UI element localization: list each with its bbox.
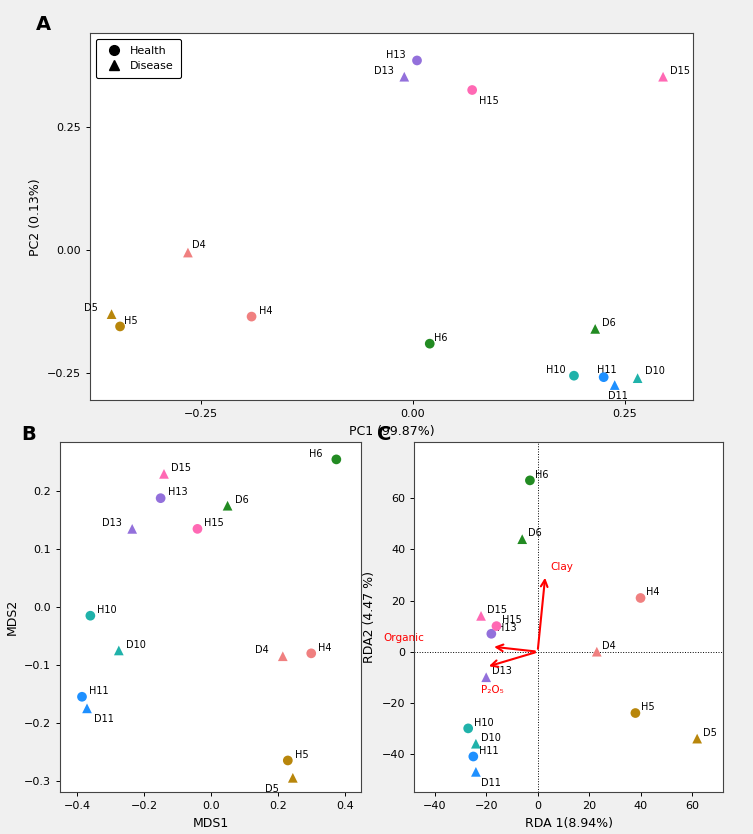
Point xyxy=(635,591,647,605)
Text: P₂O₅: P₂O₅ xyxy=(481,685,504,695)
Point xyxy=(568,369,580,382)
Point xyxy=(466,83,478,97)
Point xyxy=(411,53,423,67)
Text: D6: D6 xyxy=(234,495,248,505)
Text: H6: H6 xyxy=(434,333,447,343)
Point xyxy=(398,70,410,83)
Point xyxy=(277,650,289,663)
Text: D5: D5 xyxy=(703,728,717,738)
Point xyxy=(282,754,294,767)
Text: H5: H5 xyxy=(641,702,654,712)
Text: H15: H15 xyxy=(204,518,224,528)
Point xyxy=(114,319,126,333)
Text: H11: H11 xyxy=(89,686,108,696)
Point xyxy=(182,246,194,259)
Point xyxy=(632,371,644,384)
Point xyxy=(305,646,317,660)
X-axis label: MDS1: MDS1 xyxy=(193,816,229,830)
Text: D6: D6 xyxy=(528,529,541,539)
Point xyxy=(105,308,117,321)
Point xyxy=(76,690,88,703)
Point xyxy=(589,322,601,335)
Text: H6: H6 xyxy=(309,449,322,459)
Text: D13: D13 xyxy=(102,518,121,528)
Text: D15: D15 xyxy=(486,605,507,615)
Y-axis label: RDA2 (4.47 %): RDA2 (4.47 %) xyxy=(363,571,376,663)
Text: D11: D11 xyxy=(94,714,114,724)
Point xyxy=(81,701,93,715)
Point xyxy=(84,609,96,622)
Point xyxy=(221,499,233,512)
Text: D10: D10 xyxy=(481,733,501,743)
Point xyxy=(485,627,497,641)
Legend: Health, Disease: Health, Disease xyxy=(96,39,181,78)
Text: D6: D6 xyxy=(602,318,616,328)
Text: H6: H6 xyxy=(535,470,549,480)
Text: D15: D15 xyxy=(670,66,690,76)
Text: D13: D13 xyxy=(492,666,511,676)
Text: D4: D4 xyxy=(255,646,269,656)
Text: Clay: Clay xyxy=(550,562,573,572)
Point xyxy=(462,721,474,735)
X-axis label: RDA 1(8.94%): RDA 1(8.94%) xyxy=(525,816,612,830)
Text: H4: H4 xyxy=(258,306,272,316)
Point xyxy=(591,645,603,658)
Point xyxy=(424,337,436,350)
Point xyxy=(158,467,170,480)
Text: C: C xyxy=(377,425,392,444)
Text: A: A xyxy=(36,15,51,34)
Point xyxy=(245,310,258,324)
Text: H10: H10 xyxy=(474,717,493,727)
Text: D5: D5 xyxy=(265,784,279,794)
Text: Organic: Organic xyxy=(383,634,424,644)
Text: D4: D4 xyxy=(602,641,616,651)
Point xyxy=(287,771,299,785)
Point xyxy=(475,609,487,622)
Point xyxy=(191,522,203,535)
Text: H5: H5 xyxy=(294,750,309,760)
Text: H15: H15 xyxy=(502,615,522,626)
Point xyxy=(630,706,642,720)
Point xyxy=(490,620,502,633)
Text: D15: D15 xyxy=(171,463,191,473)
Point xyxy=(524,474,536,487)
Text: H4: H4 xyxy=(319,642,331,652)
Text: D11: D11 xyxy=(481,778,501,788)
Point xyxy=(331,453,343,466)
Text: H11: H11 xyxy=(596,365,617,375)
Point xyxy=(470,737,482,751)
Text: H15: H15 xyxy=(479,96,498,106)
Text: H10: H10 xyxy=(546,365,566,375)
Point xyxy=(598,370,610,384)
Text: H13: H13 xyxy=(168,487,187,497)
Text: H11: H11 xyxy=(479,746,498,756)
Point xyxy=(691,732,703,746)
Point xyxy=(470,765,482,778)
Point xyxy=(113,644,125,657)
X-axis label: PC1 (99.87%): PC1 (99.87%) xyxy=(349,425,434,438)
Text: D4: D4 xyxy=(192,240,206,250)
Text: D11: D11 xyxy=(608,391,628,401)
Point xyxy=(608,379,620,392)
Text: H13: H13 xyxy=(497,623,517,633)
Text: H10: H10 xyxy=(97,605,117,615)
Point xyxy=(154,491,166,505)
Point xyxy=(468,750,480,763)
Text: B: B xyxy=(21,425,36,444)
Text: H13: H13 xyxy=(386,50,406,60)
Point xyxy=(657,70,669,83)
Text: D13: D13 xyxy=(373,66,394,76)
Point xyxy=(517,532,529,545)
Text: D5: D5 xyxy=(84,304,98,314)
Text: D10: D10 xyxy=(126,640,145,650)
Text: D10: D10 xyxy=(645,366,664,376)
Text: H5: H5 xyxy=(124,315,138,325)
Text: H4: H4 xyxy=(646,587,660,597)
Y-axis label: PC2 (0.13%): PC2 (0.13%) xyxy=(29,178,41,256)
Point xyxy=(127,522,139,535)
Point xyxy=(480,671,492,684)
Y-axis label: MDS2: MDS2 xyxy=(5,599,19,636)
